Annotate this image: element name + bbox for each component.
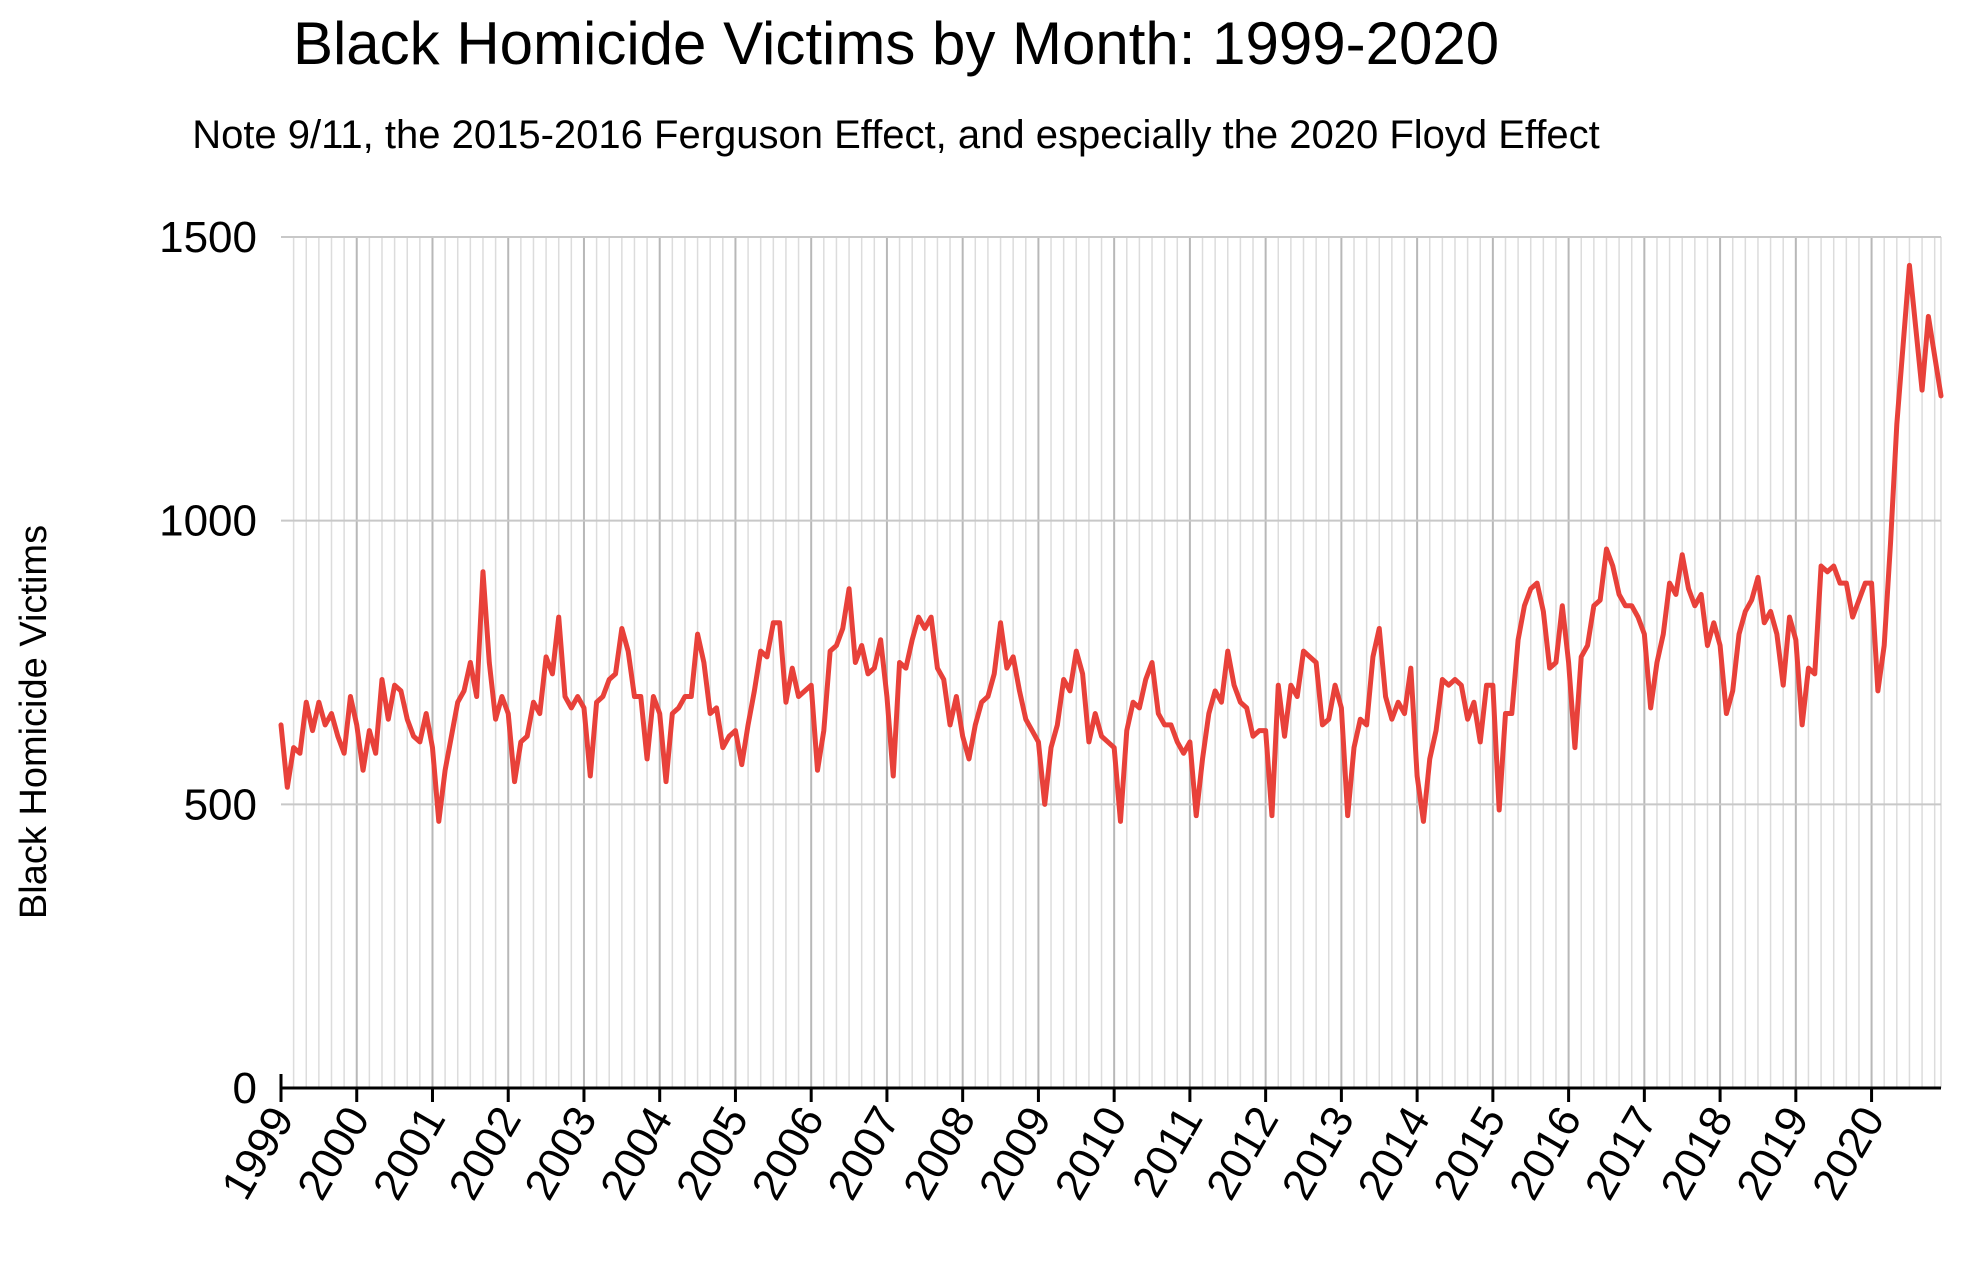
x-tick-label: 2002 bbox=[440, 1099, 531, 1208]
x-tick-label: 2004 bbox=[591, 1099, 682, 1208]
x-tick-label: 2001 bbox=[364, 1099, 455, 1208]
series-group bbox=[278, 262, 1944, 824]
y-tick-label: 500 bbox=[184, 780, 257, 829]
minor-gridlines bbox=[292, 237, 1942, 1088]
x-tick-label: 2020 bbox=[1803, 1099, 1894, 1208]
x-axis-tick-labels: 1999200020012002200320042005200620072008… bbox=[212, 1088, 1894, 1208]
x-tick-label: 2018 bbox=[1651, 1099, 1742, 1208]
x-tick-label: 2005 bbox=[667, 1099, 758, 1208]
y-tick-label: 1500 bbox=[159, 213, 257, 262]
x-tick-label: 2016 bbox=[1500, 1099, 1591, 1208]
x-tick-label: 2007 bbox=[818, 1099, 909, 1208]
series-line bbox=[278, 262, 1944, 824]
major-gridlines bbox=[355, 237, 1873, 1088]
x-tick-label: 2006 bbox=[742, 1099, 833, 1208]
y-axis-tick-labels: 0 500 1000 1500 bbox=[159, 213, 257, 1113]
x-tick-label: 2013 bbox=[1273, 1099, 1364, 1208]
x-tick-label: 2003 bbox=[515, 1099, 606, 1208]
x-tick-label: 2008 bbox=[894, 1099, 985, 1208]
y-axis-label: Black Homicide Victims bbox=[13, 525, 55, 919]
x-tick-label: 2015 bbox=[1424, 1099, 1515, 1208]
x-tick-label: 2009 bbox=[970, 1099, 1061, 1208]
x-tick-label: 2014 bbox=[1348, 1099, 1439, 1208]
y-tick-label: 0 bbox=[233, 1064, 257, 1113]
x-tick-label: 2019 bbox=[1727, 1099, 1818, 1208]
axes bbox=[279, 1074, 1941, 1102]
horizontal-gridlines bbox=[281, 236, 1941, 806]
x-tick-label: 2012 bbox=[1197, 1099, 1288, 1208]
y-tick-label: 1000 bbox=[159, 497, 257, 546]
x-tick-label: 2010 bbox=[1045, 1099, 1136, 1208]
x-tick-label: 2017 bbox=[1576, 1099, 1667, 1208]
chart-title: Black Homicide Victims by Month: 1999-20… bbox=[292, 10, 1500, 77]
chart-subtitle: Note 9/11, the 2015-2016 Ferguson Effect… bbox=[192, 113, 1600, 157]
x-tick-label: 2000 bbox=[288, 1099, 379, 1208]
x-tick-label: 2011 bbox=[1123, 1099, 1213, 1205]
x-tick-label: 1999 bbox=[212, 1099, 303, 1208]
